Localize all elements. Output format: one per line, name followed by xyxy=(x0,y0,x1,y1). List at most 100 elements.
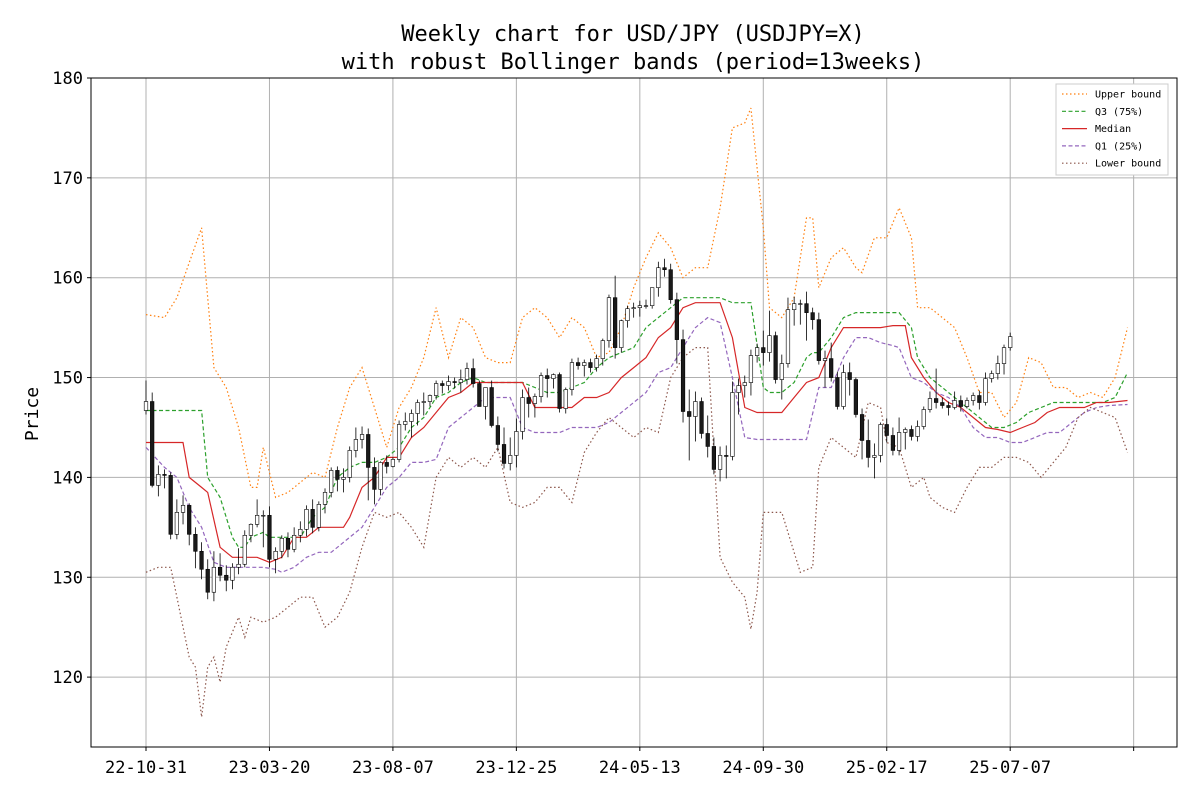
candle-down xyxy=(366,434,371,468)
candle-up xyxy=(329,470,334,493)
candle-down xyxy=(495,425,500,445)
chart-title: Weekly chart for USD/JPY (USDJPY=X) xyxy=(401,22,865,47)
candle-up xyxy=(896,432,902,451)
candle-up xyxy=(792,303,797,310)
x-tick-label: 25-07-07 xyxy=(969,758,1051,778)
chart-subtitle: with robust Bollinger bands (period=13we… xyxy=(342,50,925,75)
candle-down xyxy=(477,383,482,407)
candle-up xyxy=(273,550,278,560)
candle-up xyxy=(995,363,1000,374)
candle-up xyxy=(421,401,426,403)
candle-up xyxy=(378,462,383,490)
legend-label-q1: Q1 (25%) xyxy=(1095,141,1143,152)
y-axis-label: Price xyxy=(22,387,43,441)
candle-down xyxy=(224,574,229,581)
candle-down xyxy=(545,375,550,379)
candle-up xyxy=(779,363,784,380)
series-q3 xyxy=(146,297,1129,548)
candle-down xyxy=(668,269,673,300)
candle-down xyxy=(847,372,852,380)
x-tick-label: 24-09-30 xyxy=(722,758,804,778)
candle-up xyxy=(693,401,698,417)
candle-down xyxy=(859,414,865,441)
candle-down xyxy=(724,455,729,457)
candle-down xyxy=(162,474,167,476)
candle-up xyxy=(785,309,791,364)
candle-down xyxy=(705,433,710,447)
candle-down xyxy=(680,339,686,412)
candle-up xyxy=(582,362,587,366)
candle-up xyxy=(279,538,284,552)
candle-up xyxy=(347,450,352,478)
candle-down xyxy=(285,538,291,550)
candle-up xyxy=(656,267,661,288)
candle-up xyxy=(625,308,630,321)
candle-up xyxy=(434,383,439,396)
candle-up xyxy=(353,439,358,451)
candle-up xyxy=(619,320,624,348)
candle-down xyxy=(687,411,692,417)
candle-up xyxy=(261,515,266,517)
candle-up xyxy=(236,563,241,568)
candle-down xyxy=(977,395,982,403)
plot-frame xyxy=(90,77,1178,748)
candle-up xyxy=(464,368,470,380)
candle-up xyxy=(396,424,402,460)
x-tick-label: 24-05-13 xyxy=(599,758,681,778)
candle-up xyxy=(600,340,605,359)
candle-down xyxy=(575,362,581,366)
candle-down xyxy=(372,467,377,490)
candle-down xyxy=(588,362,593,368)
candle-down xyxy=(804,303,809,313)
candle-down xyxy=(884,424,889,436)
candle-up xyxy=(964,400,970,407)
candle-down xyxy=(674,299,679,340)
candle-down xyxy=(452,381,457,383)
candle-up xyxy=(878,424,883,456)
candles xyxy=(143,258,1013,602)
candle-up xyxy=(304,509,309,530)
candle-up xyxy=(872,455,877,458)
candle-up xyxy=(409,413,414,422)
candle-down xyxy=(187,505,192,535)
candle-up xyxy=(915,426,920,437)
y-tick-label: 120 xyxy=(52,668,83,688)
candle-down xyxy=(384,462,389,467)
candle-down xyxy=(940,402,945,406)
candle-up xyxy=(742,382,747,386)
y-tick-label: 160 xyxy=(52,269,83,289)
candle-up xyxy=(971,395,976,401)
candle-down xyxy=(526,397,531,404)
candle-down xyxy=(613,297,618,348)
candle-down xyxy=(662,267,667,271)
candle-down xyxy=(699,401,704,434)
candle-down xyxy=(816,319,821,361)
candle-down xyxy=(810,312,815,320)
candle-down xyxy=(909,429,914,437)
series-upper xyxy=(145,107,1129,499)
candle-up xyxy=(551,374,556,379)
y-tick-label: 150 xyxy=(52,369,83,389)
axes: 120 130 140 150 160 170 180 22-10-31 23-03-20 23-… xyxy=(52,69,1135,778)
series-lower xyxy=(145,347,1129,718)
candle-down xyxy=(946,405,951,408)
candle-up xyxy=(637,305,642,308)
candle-down xyxy=(489,387,494,426)
y-tick-label: 180 xyxy=(52,69,83,89)
candle-up xyxy=(174,512,179,535)
candle-up xyxy=(1008,336,1013,348)
candle-down xyxy=(773,335,778,380)
candle-up xyxy=(798,303,803,305)
candle-up xyxy=(298,529,303,536)
candle-up xyxy=(903,429,908,433)
candle-up xyxy=(230,566,235,581)
candle-up xyxy=(952,400,957,408)
candle-up xyxy=(359,434,365,440)
candle-down xyxy=(168,475,173,535)
candle-up xyxy=(730,392,735,457)
candle-down xyxy=(267,515,272,560)
candle-up xyxy=(427,395,433,402)
candle-up xyxy=(532,396,537,404)
